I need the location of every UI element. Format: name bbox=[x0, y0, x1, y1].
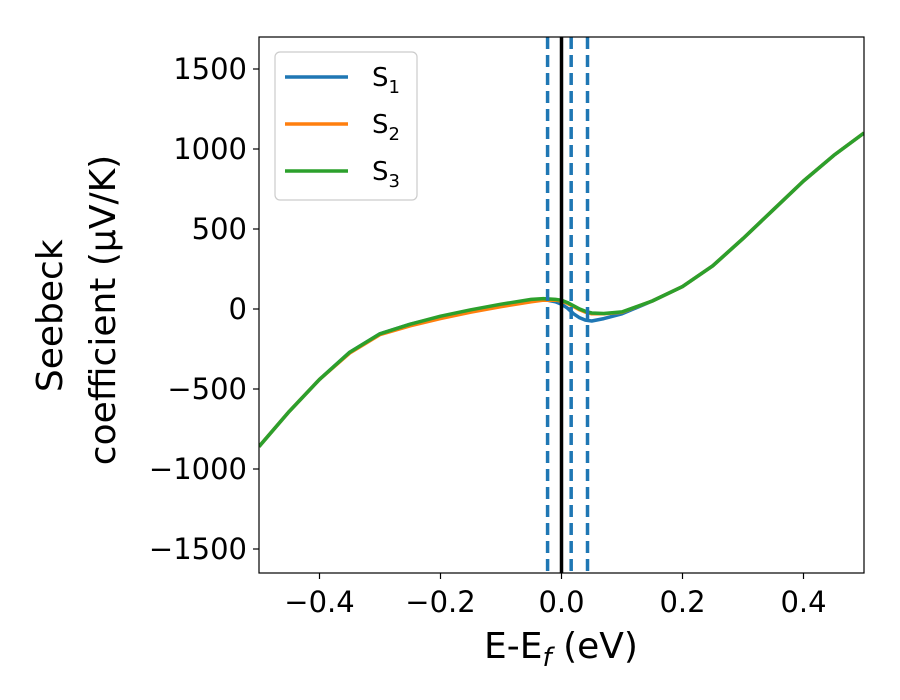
x-tick-label: 0.4 bbox=[780, 585, 826, 619]
legend-label-s3: S3 bbox=[372, 157, 400, 192]
y-tick-label: −1500 bbox=[149, 532, 247, 566]
reference-lines bbox=[545, 37, 590, 573]
y-tick-label: 1500 bbox=[173, 52, 247, 86]
y-tick-label: −500 bbox=[167, 372, 247, 406]
y-axis-label: Seebeck coefficient (μV/K) bbox=[30, 155, 124, 465]
x-axis-label: E-Ef (eV) bbox=[484, 626, 638, 673]
y-tick-label: −1000 bbox=[149, 452, 247, 486]
legend: S1 S2 S3 bbox=[274, 51, 418, 201]
axes: −0.4 −0.2 0.0 0.2 0.4 −1500 −1000 −500 0 500 1000 1… bbox=[149, 36, 865, 619]
y-tick-label: 1000 bbox=[173, 132, 247, 166]
x-tick-label: 0.2 bbox=[659, 585, 705, 619]
y-axis-label-line1: Seebeck bbox=[30, 239, 71, 392]
legend-box bbox=[274, 51, 418, 201]
x-tick-label: 0.0 bbox=[538, 585, 584, 619]
legend-label-s2: S2 bbox=[372, 110, 400, 145]
y-axis-label-line2: coefficient (μV/K) bbox=[83, 155, 124, 465]
series-line-s3 bbox=[259, 131, 864, 448]
x-tick-label: −0.4 bbox=[284, 585, 354, 619]
y-tick-label: 0 bbox=[229, 292, 247, 326]
legend-label-s1: S1 bbox=[372, 63, 400, 98]
y-tick-label: 500 bbox=[192, 212, 247, 246]
x-tick-label: −0.2 bbox=[405, 585, 475, 619]
